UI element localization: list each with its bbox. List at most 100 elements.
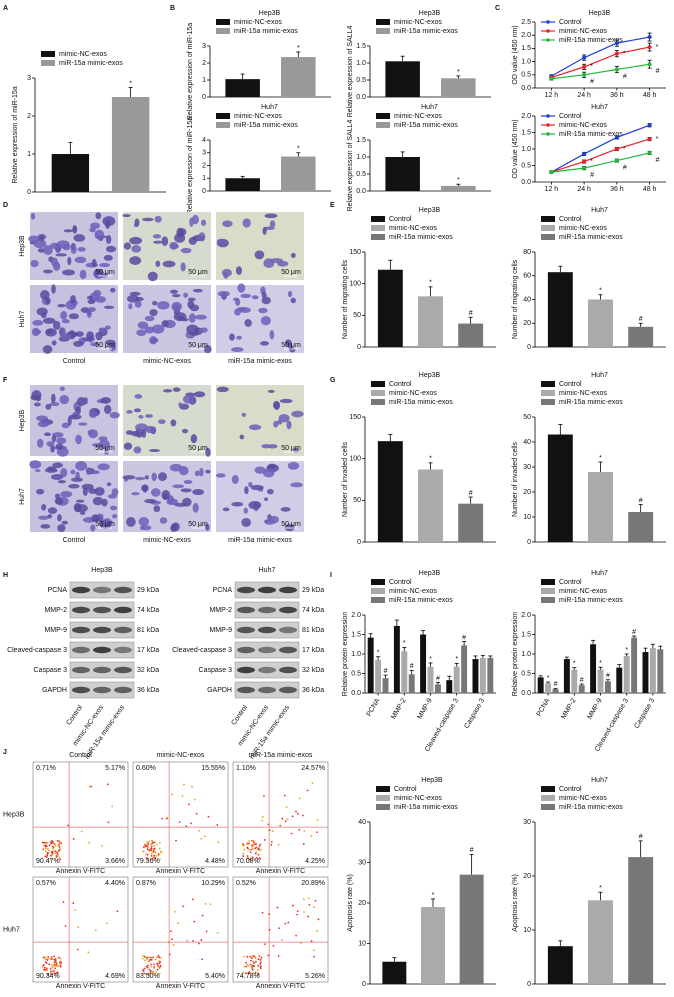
event xyxy=(277,955,280,957)
event xyxy=(146,848,149,851)
legend-swatch xyxy=(371,225,385,231)
legend-label: Control xyxy=(559,216,582,223)
bar xyxy=(51,154,90,192)
cell xyxy=(232,297,240,301)
band xyxy=(93,646,111,654)
cell xyxy=(169,241,178,250)
y-axis-label: Apoptosis rate (%) xyxy=(512,874,519,932)
significance-label: # xyxy=(656,68,660,75)
bar xyxy=(547,272,573,347)
event xyxy=(302,843,305,845)
quadrant-value: 20.89% xyxy=(301,880,325,887)
cell xyxy=(178,466,189,476)
y-tick-label: 40 xyxy=(523,439,531,446)
cell xyxy=(56,240,70,249)
cell xyxy=(139,525,145,531)
cell xyxy=(103,518,112,525)
series-line xyxy=(551,138,650,173)
flow-plot xyxy=(232,876,329,983)
cell xyxy=(75,434,82,445)
event xyxy=(312,949,315,952)
event xyxy=(141,957,144,960)
x-tick-label: Caspase 3 xyxy=(463,697,486,730)
cell xyxy=(95,331,103,341)
chart-title: Hep3B xyxy=(419,10,441,17)
event xyxy=(251,957,253,959)
band xyxy=(114,686,132,694)
legend-swatch xyxy=(216,122,230,128)
significance-label: * xyxy=(129,80,132,87)
significance-label: # xyxy=(436,675,440,682)
y-tick-label: 50 xyxy=(353,312,361,319)
cell xyxy=(47,514,53,519)
cell xyxy=(51,393,56,404)
micrograph xyxy=(123,285,211,353)
event xyxy=(41,965,44,968)
y-axis-label: Relative protein expression xyxy=(342,612,349,697)
cell xyxy=(67,256,72,266)
event xyxy=(243,848,245,851)
cell xyxy=(162,389,173,393)
y-tick-label: 1.0 xyxy=(356,60,366,67)
cell xyxy=(41,312,47,319)
cell xyxy=(33,239,47,249)
cell xyxy=(192,502,199,513)
scale-label: 50 μm xyxy=(281,445,301,452)
band xyxy=(279,626,297,634)
event xyxy=(152,850,155,853)
event xyxy=(153,854,156,857)
cell xyxy=(112,513,118,519)
cell xyxy=(43,432,52,437)
cell xyxy=(86,467,91,476)
event xyxy=(106,783,109,786)
legend-label: miR-15a mimic-exos xyxy=(389,234,453,241)
point xyxy=(582,166,587,171)
legend-label: miR-15a mimic-exos xyxy=(559,131,623,138)
event xyxy=(261,819,264,822)
event xyxy=(254,956,257,958)
event xyxy=(209,903,212,906)
y-axis-label: Relative protein expression xyxy=(512,612,519,697)
legend-swatch xyxy=(541,225,555,231)
column-label: mimic-NC-exos xyxy=(157,752,205,759)
size-label: 32 kDa xyxy=(137,667,159,674)
event xyxy=(50,973,53,976)
cell xyxy=(99,263,110,268)
y-tick-label: 30 xyxy=(523,464,531,471)
cell xyxy=(133,446,142,454)
cell xyxy=(187,297,196,302)
cell xyxy=(74,504,88,513)
significance-label: * xyxy=(656,44,659,51)
panel-letter: E xyxy=(330,202,335,209)
quadrant-value: 79.36% xyxy=(136,858,160,865)
cell xyxy=(133,223,139,227)
y-tick-label: 0 xyxy=(357,344,361,351)
event xyxy=(147,964,149,967)
legend-swatch xyxy=(371,381,385,387)
event xyxy=(191,785,193,788)
event xyxy=(153,841,156,844)
cell xyxy=(81,483,94,490)
row-label: Hep3B xyxy=(19,235,26,257)
cell xyxy=(68,484,80,489)
event xyxy=(291,815,294,818)
y-tick-label: 40 xyxy=(523,296,531,303)
cell xyxy=(287,290,293,298)
cell xyxy=(183,479,193,484)
protein-label: GAPDH xyxy=(42,687,67,694)
cell xyxy=(141,525,152,531)
cell xyxy=(188,313,196,323)
event xyxy=(45,850,47,853)
cell xyxy=(172,484,185,489)
y-tick-label: 2 xyxy=(202,162,206,169)
event xyxy=(169,930,172,933)
legend-swatch xyxy=(541,588,555,594)
bar xyxy=(393,625,400,693)
cell xyxy=(180,247,192,254)
cell xyxy=(291,252,296,258)
band xyxy=(72,606,90,614)
event xyxy=(155,855,158,857)
significance-label: * xyxy=(429,456,432,463)
band xyxy=(237,586,255,594)
band xyxy=(279,586,297,594)
